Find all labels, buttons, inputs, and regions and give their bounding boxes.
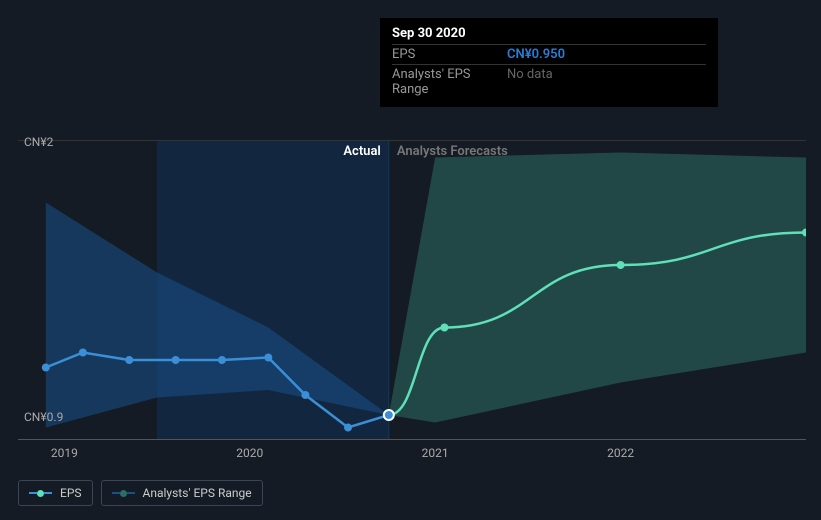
legend-swatch xyxy=(29,490,52,497)
label-forecasts: Analysts Forecasts xyxy=(397,144,508,159)
legend-swatch xyxy=(112,490,135,497)
x-axis-label: 2021 xyxy=(422,446,449,460)
tooltip-date: Sep 30 2020 xyxy=(392,26,706,41)
x-axis-label: 2022 xyxy=(607,446,634,460)
tooltip-row: EPSCN¥0.950 xyxy=(392,44,706,64)
x-axis-label: 2020 xyxy=(236,446,263,460)
chart-tooltip: Sep 30 2020 EPSCN¥0.950Analysts' EPS Ran… xyxy=(380,18,718,107)
eps-forecast-chart: Sep 30 2020 EPSCN¥0.950Analysts' EPS Ran… xyxy=(0,0,821,520)
tooltip-row-value: No data xyxy=(507,67,553,97)
tooltip-row-label: EPS xyxy=(392,47,507,62)
legend-label: Analysts' EPS Range xyxy=(143,486,252,500)
legend-label: EPS xyxy=(60,486,82,500)
tooltip-row-label: Analysts' EPS Range xyxy=(392,67,507,97)
y-axis-label: CN¥0.9 xyxy=(24,410,63,424)
chart-plot[interactable] xyxy=(18,140,806,440)
chart-legend: EPS Analysts' EPS Range xyxy=(18,480,263,506)
tooltip-row-value: CN¥0.950 xyxy=(507,47,565,62)
tooltip-row: Analysts' EPS RangeNo data xyxy=(392,64,706,99)
label-actual: Actual xyxy=(329,144,381,159)
y-axis-label: CN¥2 xyxy=(24,135,53,149)
x-axis-label: 2019 xyxy=(51,446,78,460)
legend-item[interactable]: Analysts' EPS Range xyxy=(101,480,263,506)
legend-item[interactable]: EPS xyxy=(18,480,93,506)
